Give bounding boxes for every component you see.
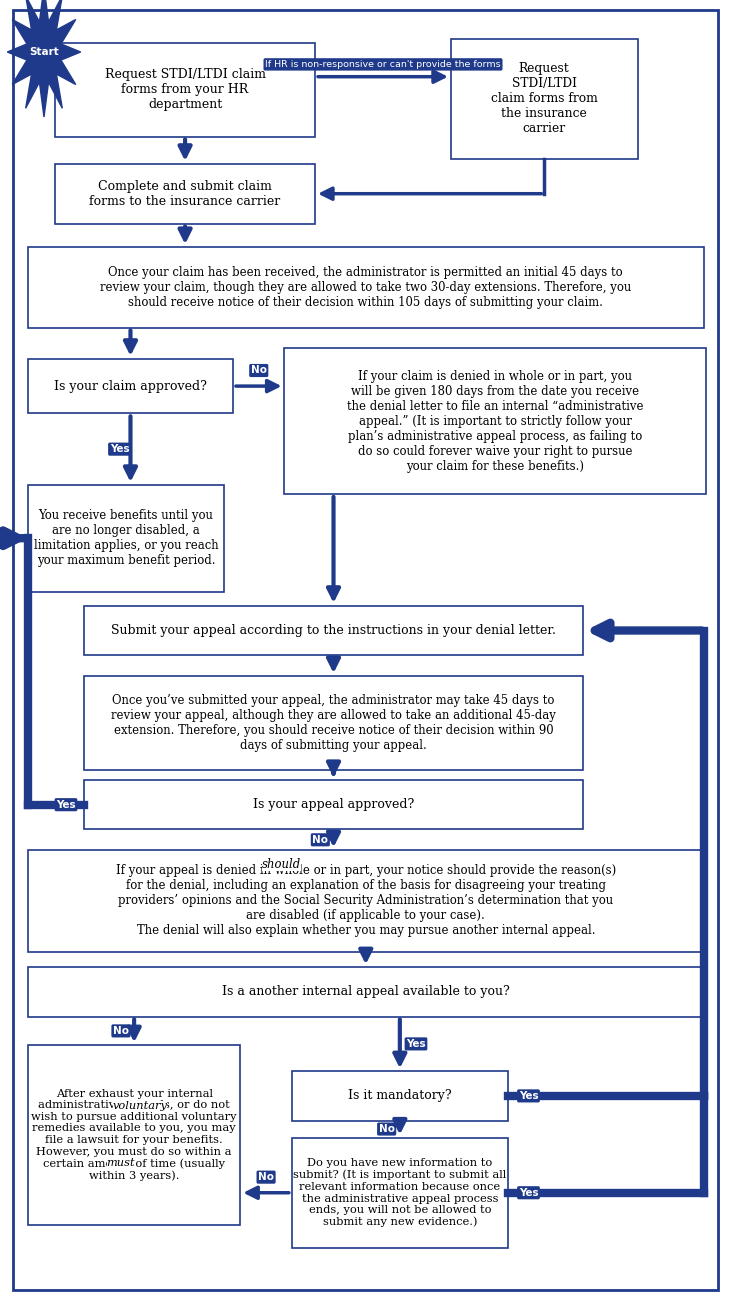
Text: Yes: Yes [519, 1091, 538, 1101]
FancyBboxPatch shape [28, 850, 704, 952]
Text: No: No [379, 1124, 394, 1134]
Text: Do you have new information to
submit? (It is important to submit all
relevant i: Do you have new information to submit? (… [293, 1158, 507, 1227]
Text: Yes: Yes [519, 1188, 538, 1197]
FancyBboxPatch shape [284, 348, 706, 494]
FancyBboxPatch shape [28, 967, 704, 1017]
FancyBboxPatch shape [84, 676, 583, 770]
Text: If HR is non-responsive or can't provide the forms: If HR is non-responsive or can't provide… [265, 60, 501, 69]
FancyBboxPatch shape [55, 43, 315, 136]
Polygon shape [7, 0, 81, 117]
Text: Request STDI/LTDI claim
forms from your HR
department: Request STDI/LTDI claim forms from your … [105, 68, 265, 112]
Text: After exhaust your internal
administrative appeals, or do not
wish to pursue add: After exhaust your internal administrati… [32, 1088, 237, 1182]
Text: Once your claim has been received, the administrator is permitted an initial 45 : Once your claim has been received, the a… [100, 265, 631, 309]
Text: Is it mandatory?: Is it mandatory? [348, 1089, 452, 1102]
FancyBboxPatch shape [84, 606, 583, 655]
FancyBboxPatch shape [292, 1071, 508, 1121]
Text: Start: Start [29, 47, 59, 57]
Text: Is a another internal appeal available to you?: Is a another internal appeal available t… [222, 985, 509, 998]
Text: Complete and submit claim
forms to the insurance carrier: Complete and submit claim forms to the i… [89, 179, 281, 208]
Text: voluntary: voluntary [113, 1101, 167, 1112]
Text: should: should [262, 858, 301, 871]
FancyBboxPatch shape [28, 1045, 240, 1225]
Text: No: No [113, 1026, 129, 1036]
Text: If your claim is denied in whole or in part, you
will be given 180 days from the: If your claim is denied in whole or in p… [347, 369, 644, 473]
Text: If your appeal is denied in whole or in part, your notice should provide the rea: If your appeal is denied in whole or in … [116, 864, 616, 937]
FancyBboxPatch shape [28, 485, 224, 592]
Text: Submit your appeal according to the instructions in your denial letter.: Submit your appeal according to the inst… [111, 624, 556, 637]
Text: must: must [106, 1158, 136, 1169]
Text: No: No [251, 365, 267, 376]
FancyBboxPatch shape [55, 164, 315, 224]
FancyBboxPatch shape [84, 780, 583, 829]
Text: No: No [312, 835, 328, 845]
Text: Once you’ve submitted your appeal, the administrator may take 45 days to
review : Once you’ve submitted your appeal, the a… [111, 694, 556, 751]
Text: Request
STDI/LTDI
claim forms from
the insurance
carrier: Request STDI/LTDI claim forms from the i… [491, 62, 597, 135]
Text: You receive benefits until you
are no longer disabled, a
limitation applies, or : You receive benefits until you are no lo… [34, 510, 218, 567]
FancyBboxPatch shape [292, 1138, 508, 1248]
Text: Is your appeal approved?: Is your appeal approved? [253, 798, 414, 811]
Text: Is your claim approved?: Is your claim approved? [54, 380, 207, 393]
Text: Yes: Yes [110, 445, 129, 454]
FancyBboxPatch shape [28, 359, 233, 413]
FancyBboxPatch shape [451, 39, 638, 159]
Text: No: No [258, 1173, 274, 1182]
Text: Yes: Yes [406, 1039, 426, 1049]
Text: Yes: Yes [56, 800, 75, 810]
FancyBboxPatch shape [28, 247, 704, 328]
